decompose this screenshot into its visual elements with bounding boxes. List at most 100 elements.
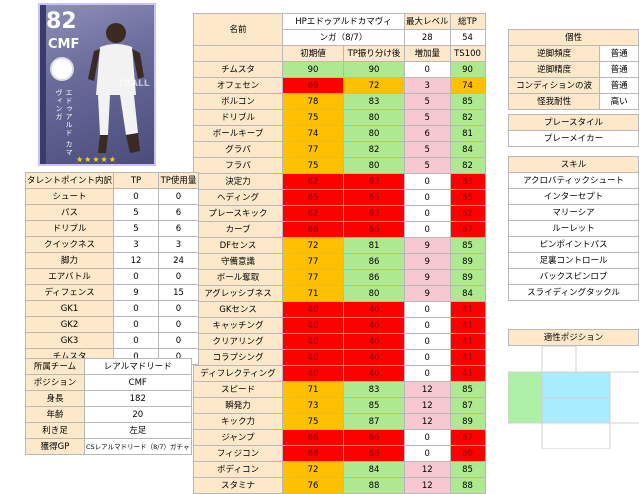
stat-label: ドリブル [193,109,283,126]
stat-row: スタミナ 76 88 12 88 [193,477,486,494]
card-stars: ★★★★★ [76,155,117,164]
stat-row: フィジコン 68 68 0 69 [193,445,486,462]
player-image [88,23,144,153]
stat-row: カーブ 66 66 0 67 [193,221,486,238]
skill-item: スライディングタックル [508,284,639,301]
stat-ts: 88 [449,477,486,494]
talent-tp-used: 6 [158,220,200,237]
stat-init: 69 [282,77,344,94]
stat-label: オフェセン [193,77,283,94]
stat-label: ディフレクティング [193,365,283,382]
talent-tp-used: 0 [158,188,200,205]
stat-row: コラプシング 40 40 0 41 [193,349,486,366]
stat-after: 80 [343,109,405,126]
talent-label: エアバトル [24,268,115,285]
talent-tp: 5 [113,204,160,221]
stat-ts: 69 [449,445,486,462]
stat-label: ボールキープ [193,125,283,142]
stat-init: 71 [282,381,344,398]
stat-inc: 0 [404,317,451,334]
talent-tp: 0 [113,268,160,285]
stat-after: 40 [343,365,405,382]
personality-label: 怪我耐性 [507,93,601,110]
stat-init: 71 [282,285,344,302]
talent-tp: 0 [113,316,160,333]
stat-ts: 62 [449,205,486,222]
stat-init: 66 [282,429,344,446]
stat-row: ジャンプ 66 66 0 67 [193,429,486,446]
personality-title-row: 個性 [508,29,639,46]
stat-inc: 5 [404,93,451,110]
stat-init: 40 [282,301,344,318]
column-header: TS100 [449,45,486,62]
stat-init: 77 [282,253,344,270]
stat-row: スピード 71 83 12 85 [193,381,486,398]
stat-inc: 0 [404,205,451,222]
stat-after: 82 [343,141,405,158]
talent-label: パス [24,204,115,221]
stat-row: GKセンス 40 40 0 41 [193,301,486,318]
talent-label: GK2 [24,316,115,333]
stat-init: 75 [282,413,344,430]
stat-inc: 12 [404,461,451,478]
stat-inc: 0 [404,221,451,238]
stat-row: ドリブル 75 80 5 82 [193,109,486,126]
talent-label: ディフェンス [24,284,115,301]
stat-ts: 65 [449,189,486,206]
talent-tp-used: 0 [158,268,200,285]
playstyle-value: プレーメイカー [508,130,639,147]
talent-header: TP使用量 [158,172,200,189]
talent-tp-used: 0 [158,300,200,317]
stat-ts: 85 [449,381,486,398]
stat-after: 72 [343,77,405,94]
stat-after: 40 [343,301,405,318]
stat-after: 40 [343,317,405,334]
tp-label: 総TP [449,13,486,30]
stat-init: 75 [282,157,344,174]
talent-label: ドリブル [24,220,115,237]
column-header: 初期値 [282,45,344,62]
stat-inc: 9 [404,237,451,254]
stat-row: クリアリング 40 40 0 41 [193,333,486,350]
personality-row: 逆脚精度 普通 [507,61,639,78]
talent-row: GK3 0 0 [24,332,200,349]
skill-row: ルーレット [508,220,639,237]
stat-label: コラプシング [193,349,283,366]
personality-label: 逆脚頻度 [507,45,601,62]
stat-label: プレースキック [193,205,283,222]
talent-header: タレントポイント内訳 [24,172,115,189]
card-player-name: エドゥアルド カマヴィンガ [55,89,73,157]
stat-inc: 0 [404,365,451,382]
stat-ts: 67 [449,429,486,446]
skills-title-row: スキル [508,156,639,173]
player-card: 82 CMF エドゥアルド カマヴィンガ TBALL ★★★★★ [38,3,156,166]
stat-row: ボディコン 72 84 12 85 [193,461,486,478]
skill-item: バックスピンロブ [508,268,639,285]
playstyle-table: プレースタイル プレーメイカー [508,114,639,147]
stat-init: 40 [282,333,344,350]
player-info-table: 所属チーム レアルマドリード ポジション CMF 身長 182 年齢 20 利き足 左足 獲得GP C… [25,358,192,455]
stat-inc: 12 [404,477,451,494]
talent-tp-used: 0 [158,316,200,333]
stat-after: 66 [343,429,405,446]
skill-item: 足裏コントロール [508,252,639,269]
stat-label: アグレッシブネス [193,285,283,302]
stat-ts: 67 [449,221,486,238]
stat-inc: 0 [404,429,451,446]
talent-row: ドリブル 5 6 [24,220,200,237]
info-label: 年齢 [25,406,85,423]
info-value: 182 [84,390,192,407]
stat-init: 74 [282,125,344,142]
stat-init: 73 [282,397,344,414]
info-row: 獲得GP CSレアルマドリード（8/7）ガチャ [25,438,192,455]
stat-row: キャッチング 40 40 0 41 [193,317,486,334]
talent-row: GK2 0 0 [24,316,200,333]
talent-row: エアバトル 0 0 [24,268,200,285]
stat-after: 85 [343,397,405,414]
stat-after: 83 [343,93,405,110]
stat-ts: 63 [449,173,486,190]
stat-after: 66 [343,221,405,238]
talent-tp: 0 [113,300,160,317]
skill-row: 足裏コントロール [508,252,639,269]
talent-label: GK1 [24,300,115,317]
